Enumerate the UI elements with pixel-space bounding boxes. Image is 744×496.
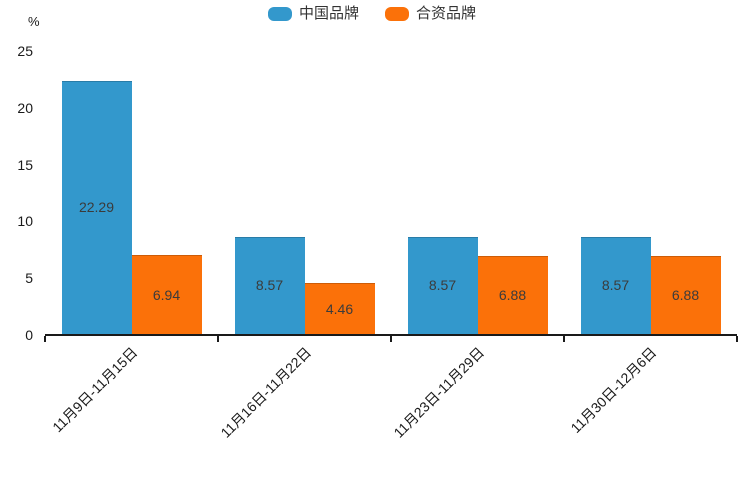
x-axis-category-label: 11月16日-11月22日 xyxy=(217,344,314,441)
x-axis-line xyxy=(45,334,737,336)
legend-swatch-icon xyxy=(385,7,409,21)
bar-china-2 xyxy=(234,236,305,334)
x-axis-category-label: 11月9日-11月15日 xyxy=(49,344,141,436)
bar-china-3 xyxy=(407,236,478,334)
bar-value-label: 6.94 xyxy=(152,286,181,303)
legend-item-joint-venture-brands[interactable]: 合资品牌 xyxy=(385,6,476,22)
legend-label: 中国品牌 xyxy=(298,5,359,22)
y-axis-tick-label: 20 xyxy=(17,99,33,116)
x-axis-tick xyxy=(563,336,565,342)
bar-value-label: 4.46 xyxy=(325,300,354,317)
x-axis-tick xyxy=(736,336,738,342)
x-axis-category-label: 11月23日-11月29日 xyxy=(390,344,487,441)
bar-value-label: 8.57 xyxy=(255,277,284,294)
y-axis-tick-label: 5 xyxy=(25,270,33,287)
y-axis-unit-label: % xyxy=(28,14,40,29)
bar-value-label: 8.57 xyxy=(428,277,457,294)
legend-swatch-icon xyxy=(267,7,292,21)
bar-value-label: 22.29 xyxy=(78,199,115,216)
x-axis-tick xyxy=(390,336,392,342)
bar-value-label: 8.57 xyxy=(601,277,630,294)
x-axis-tick xyxy=(217,336,219,342)
x-axis-category-label: 11月30日-12月6日 xyxy=(567,344,660,437)
legend-label: 合资品牌 xyxy=(416,5,477,22)
bar-china-1 xyxy=(61,80,132,334)
y-axis-tick-label: 10 xyxy=(17,213,33,230)
bar-value-label: 6.88 xyxy=(671,286,700,303)
bar-joint-venture-4 xyxy=(650,255,721,334)
bar-china-4 xyxy=(580,236,651,334)
y-axis-tick-label: 15 xyxy=(17,156,33,173)
x-axis-tick xyxy=(44,336,46,342)
bar-joint-venture-2 xyxy=(304,283,375,334)
bar-value-label: 6.88 xyxy=(498,286,527,303)
legend: 中国品牌 合资品牌 xyxy=(0,6,744,22)
y-axis-tick-label: 0 xyxy=(25,327,33,343)
bar-joint-venture-3 xyxy=(477,255,548,334)
y-axis-tick-label: 25 xyxy=(17,43,33,59)
legend-item-china-brands[interactable]: 中国品牌 xyxy=(267,5,359,22)
bar-joint-venture-1 xyxy=(131,255,202,334)
